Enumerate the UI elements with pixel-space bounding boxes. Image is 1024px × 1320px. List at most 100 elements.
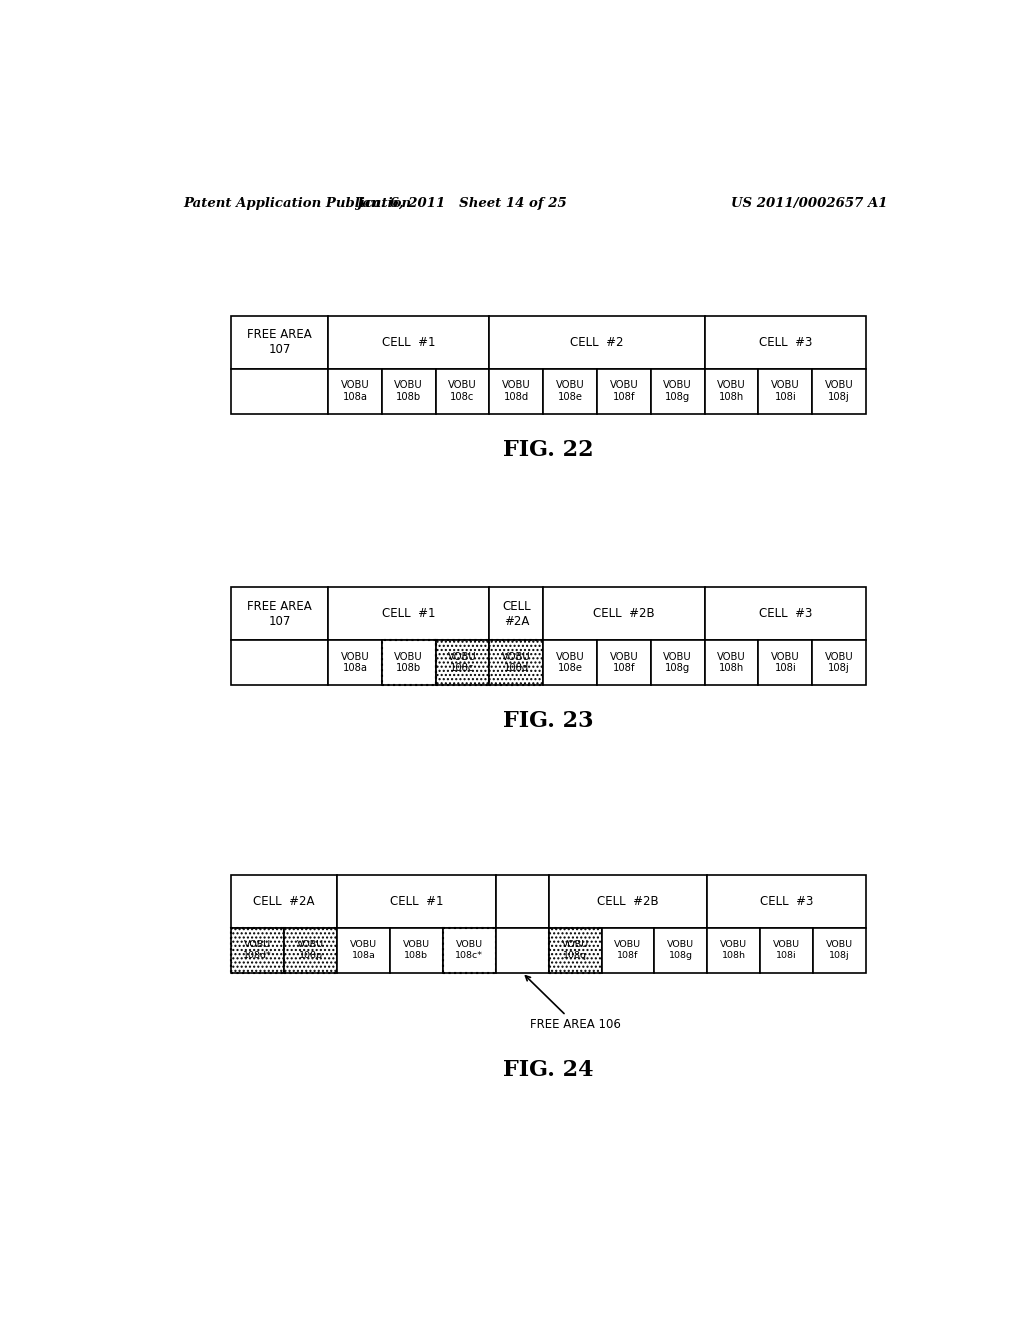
Bar <box>543 640 597 685</box>
Bar <box>442 928 496 973</box>
Bar <box>549 875 708 928</box>
Bar <box>705 640 759 685</box>
Text: VOBU
108i: VOBU 108i <box>771 652 800 673</box>
Bar <box>231 928 284 973</box>
Text: US 2011/0002657 A1: US 2011/0002657 A1 <box>731 197 888 210</box>
Text: CELL  #3: CELL #3 <box>760 895 813 908</box>
Bar <box>543 368 597 413</box>
Bar <box>284 928 337 973</box>
Text: VOBU
108d: VOBU 108d <box>502 652 530 673</box>
Text: FREE AREA 106: FREE AREA 106 <box>525 975 621 1031</box>
Bar <box>489 640 543 685</box>
Text: VOBU
108a: VOBU 108a <box>341 652 370 673</box>
Bar <box>489 640 543 685</box>
Text: VOBU
108c: VOBU 108c <box>449 380 477 403</box>
Text: FIG. 22: FIG. 22 <box>503 440 594 461</box>
Bar <box>543 587 705 640</box>
Text: FREE AREA
107: FREE AREA 107 <box>247 329 312 356</box>
Text: VOBU
108a: VOBU 108a <box>341 380 370 403</box>
Text: VOBU
108b: VOBU 108b <box>394 380 423 403</box>
Text: VOBU
108j: VOBU 108j <box>826 940 853 960</box>
Bar <box>328 368 382 413</box>
Bar <box>549 928 601 973</box>
Bar <box>231 875 337 928</box>
Bar <box>489 368 543 413</box>
Text: VOBU
108g: VOBU 108g <box>668 940 694 960</box>
Text: FREE AREA
107: FREE AREA 107 <box>247 599 312 628</box>
Text: VOBU
108e: VOBU 108e <box>556 380 585 403</box>
Text: CELL  #3: CELL #3 <box>759 607 812 620</box>
Text: VOBU
108d: VOBU 108d <box>502 380 530 403</box>
Text: VOBU
108f: VOBU 108f <box>614 940 641 960</box>
Bar <box>231 587 328 640</box>
Text: VOBU
108c*: VOBU 108c* <box>456 940 483 960</box>
Text: FIG. 24: FIG. 24 <box>504 1059 594 1081</box>
Text: VOBU
108j: VOBU 108j <box>824 652 854 673</box>
Text: VOBU
108j: VOBU 108j <box>824 380 854 403</box>
Text: VOBU
108g: VOBU 108g <box>664 652 692 673</box>
Text: VOBU
108f: VOBU 108f <box>609 380 638 403</box>
Bar <box>759 640 812 685</box>
Bar <box>489 587 543 640</box>
Text: VOBU
108h: VOBU 108h <box>717 652 745 673</box>
Text: VOBU
108g: VOBU 108g <box>664 380 692 403</box>
Bar <box>549 928 601 973</box>
Bar <box>435 640 489 685</box>
Bar <box>231 640 328 685</box>
Bar <box>442 928 496 973</box>
Text: VOBU
108h: VOBU 108h <box>720 940 748 960</box>
Bar <box>382 640 435 685</box>
Bar <box>759 368 812 413</box>
Text: Jan. 6, 2011   Sheet 14 of 25: Jan. 6, 2011 Sheet 14 of 25 <box>356 197 566 210</box>
Bar <box>435 368 489 413</box>
Text: FIG. 23: FIG. 23 <box>504 710 594 733</box>
Text: VOBU
108q: VOBU 108q <box>561 940 589 960</box>
Text: VOBU
108f: VOBU 108f <box>609 652 638 673</box>
Bar <box>489 315 705 368</box>
Bar <box>597 640 651 685</box>
Bar <box>337 875 496 928</box>
Bar <box>496 875 549 928</box>
Bar <box>382 640 435 685</box>
Bar <box>654 928 708 973</box>
Text: CELL  #2A: CELL #2A <box>253 895 314 908</box>
Bar <box>812 368 866 413</box>
Text: CELL
#2A: CELL #2A <box>502 599 530 628</box>
Bar <box>231 315 328 368</box>
Bar <box>651 368 705 413</box>
Bar <box>549 928 601 973</box>
Bar <box>337 928 390 973</box>
Text: Patent Application Publication: Patent Application Publication <box>183 197 412 210</box>
Text: CELL  #2B: CELL #2B <box>597 895 658 908</box>
Text: CELL  #1: CELL #1 <box>382 607 435 620</box>
Bar <box>705 368 759 413</box>
Text: VOBU
108i: VOBU 108i <box>773 940 800 960</box>
Bar <box>231 368 328 413</box>
Text: VOBU
108h: VOBU 108h <box>717 380 745 403</box>
Text: CELL  #1: CELL #1 <box>389 895 443 908</box>
Text: CELL  #2B: CELL #2B <box>593 607 654 620</box>
Text: VOBU
108i: VOBU 108i <box>771 380 800 403</box>
Bar <box>328 640 382 685</box>
Bar <box>597 368 651 413</box>
Bar <box>601 928 654 973</box>
Text: VOBU
108a: VOBU 108a <box>350 940 377 960</box>
Bar <box>496 928 549 973</box>
Text: VOBU
108d*: VOBU 108d* <box>244 940 272 960</box>
Bar <box>284 928 337 973</box>
Bar <box>708 928 760 973</box>
Bar <box>284 928 337 973</box>
Text: VOBU
108b: VOBU 108b <box>394 652 423 673</box>
Bar <box>231 928 284 973</box>
Bar <box>705 315 866 368</box>
Bar <box>705 587 866 640</box>
Bar <box>390 928 442 973</box>
Text: VOBU
108e: VOBU 108e <box>556 652 585 673</box>
Bar <box>813 928 866 973</box>
Bar <box>328 587 489 640</box>
Text: VOBU
108c: VOBU 108c <box>449 652 477 673</box>
Bar <box>328 315 489 368</box>
Bar <box>489 640 543 685</box>
Text: CELL  #1: CELL #1 <box>382 335 435 348</box>
Bar <box>382 368 435 413</box>
